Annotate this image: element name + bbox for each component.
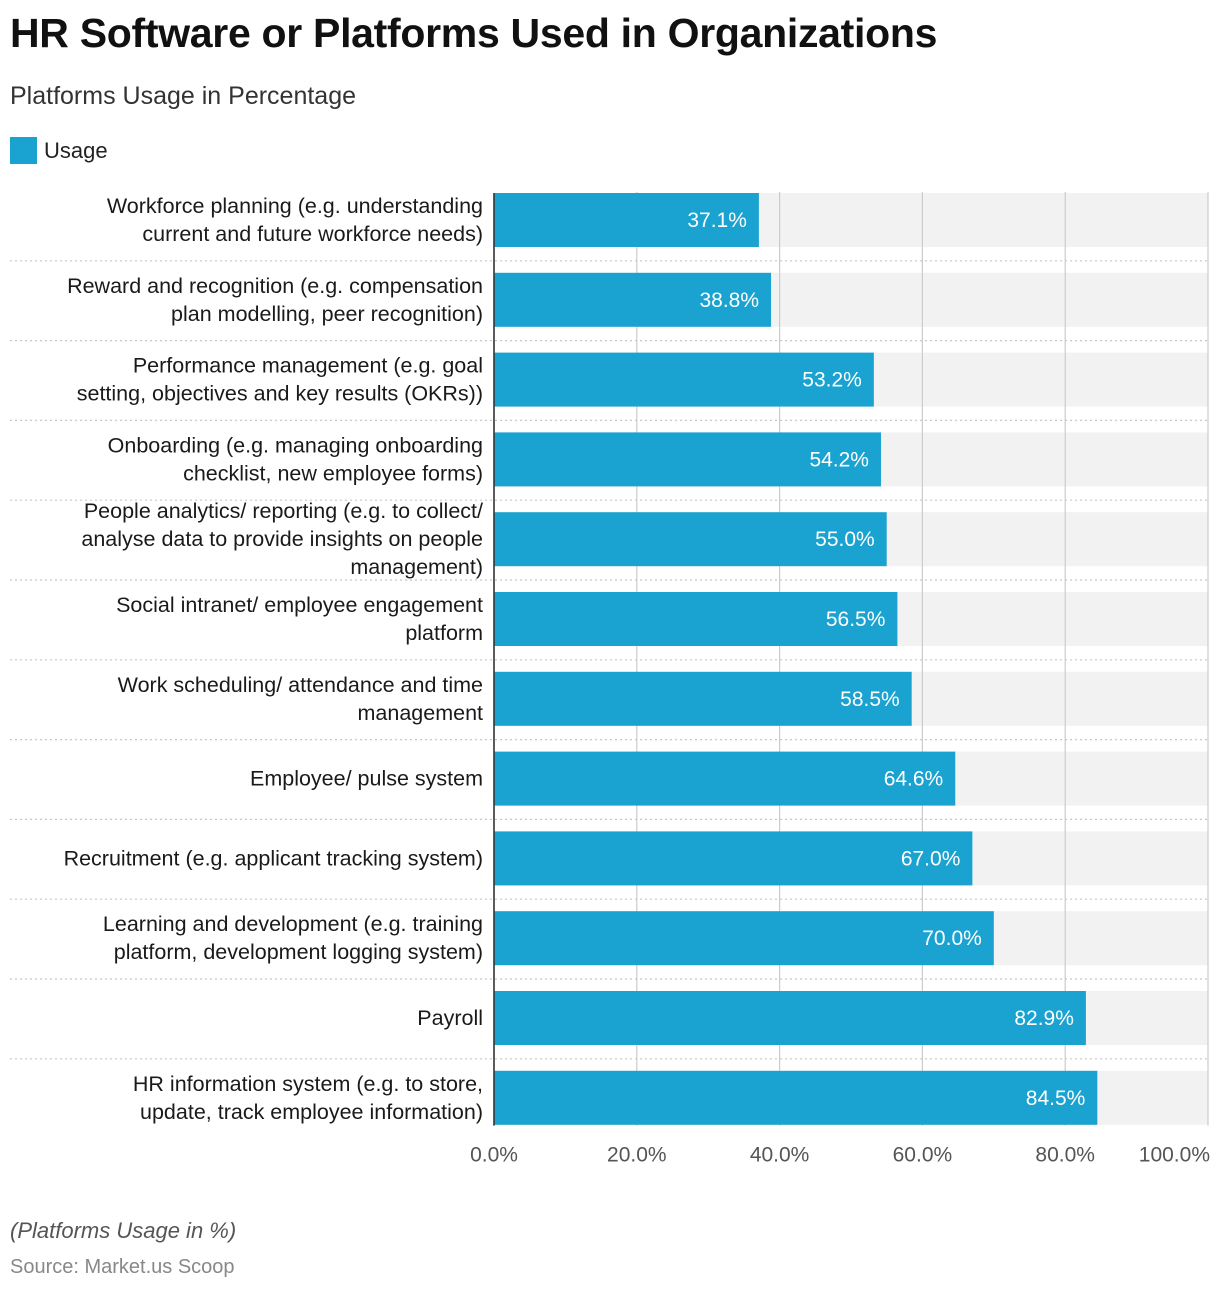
footnote: (Platforms Usage in %) xyxy=(10,1218,237,1243)
category-label: Employee/ pulse system xyxy=(250,767,483,791)
bar xyxy=(494,272,772,327)
category-label: HR information system (e.g. to store, xyxy=(133,1072,483,1096)
chart-subtitle: Platforms Usage in Percentage xyxy=(10,82,357,110)
x-tick-label: 60.0% xyxy=(893,1144,953,1167)
data-label: 67.0% xyxy=(901,847,961,870)
category-label: management) xyxy=(350,555,483,579)
category-label: People analytics/ reporting (e.g. to col… xyxy=(84,499,483,523)
category-label: Recruitment (e.g. applicant tracking sys… xyxy=(64,846,483,870)
data-label: 70.0% xyxy=(922,927,982,950)
data-label: 53.2% xyxy=(802,369,862,392)
source-note: Source: Market.us Scoop xyxy=(10,1256,235,1278)
bar xyxy=(494,991,1086,1045)
bar xyxy=(494,352,874,407)
bar xyxy=(494,671,912,726)
data-label: 54.2% xyxy=(809,448,869,471)
bar xyxy=(494,512,887,567)
data-label: 55.0% xyxy=(815,528,875,551)
bar xyxy=(494,432,881,487)
category-label: Work scheduling/ attendance and time xyxy=(118,673,483,697)
chart-title: HR Software or Platforms Used in Organiz… xyxy=(10,10,938,56)
category-label: management xyxy=(358,701,484,725)
bar-chart: 37.1% Workforce planning (e.g. understand… xyxy=(10,192,1210,1167)
category-label: plan modelling, peer recognition) xyxy=(171,302,483,326)
bar xyxy=(494,831,973,886)
bar xyxy=(494,911,994,966)
data-label: 82.9% xyxy=(1014,1007,1074,1030)
category-label: update, track employee information) xyxy=(140,1100,483,1124)
x-tick-label: 0.0% xyxy=(470,1144,518,1167)
legend: Usage xyxy=(10,137,108,164)
category-label: Social intranet/ employee engagement xyxy=(116,593,483,617)
x-tick-label: 40.0% xyxy=(750,1144,810,1167)
category-label: Learning and development (e.g. training xyxy=(103,912,483,936)
x-tick-label: 100.0% xyxy=(1139,1144,1210,1167)
bar xyxy=(494,193,759,247)
category-label: setting, objectives and key results (OKR… xyxy=(77,382,483,406)
category-label: Onboarding (e.g. managing onboarding xyxy=(108,433,483,457)
data-label: 56.5% xyxy=(826,608,886,631)
x-tick-label: 20.0% xyxy=(607,1144,667,1167)
bar xyxy=(494,1070,1098,1125)
category-label: Reward and recognition (e.g. compensatio… xyxy=(67,274,483,298)
legend-label: Usage xyxy=(44,137,108,163)
data-label: 84.5% xyxy=(1026,1087,1086,1110)
category-label: platform xyxy=(405,621,483,645)
legend-swatch xyxy=(10,137,37,164)
category-label: current and future workforce needs) xyxy=(142,222,483,246)
category-label: Performance management (e.g. goal xyxy=(133,354,483,378)
bar xyxy=(494,751,956,806)
x-tick-label: 80.0% xyxy=(1035,1144,1095,1167)
category-label: analyse data to provide insights on peop… xyxy=(81,527,483,551)
data-label: 64.6% xyxy=(884,768,944,791)
data-label: 38.8% xyxy=(699,289,759,312)
category-label: platform, development logging system) xyxy=(114,940,483,964)
category-label: Workforce planning (e.g. understanding xyxy=(107,194,483,218)
data-label: 37.1% xyxy=(687,209,747,232)
category-label: Payroll xyxy=(417,1006,483,1030)
bar xyxy=(494,592,898,646)
category-label: checklist, new employee forms) xyxy=(183,461,483,485)
data-label: 58.5% xyxy=(840,688,900,711)
